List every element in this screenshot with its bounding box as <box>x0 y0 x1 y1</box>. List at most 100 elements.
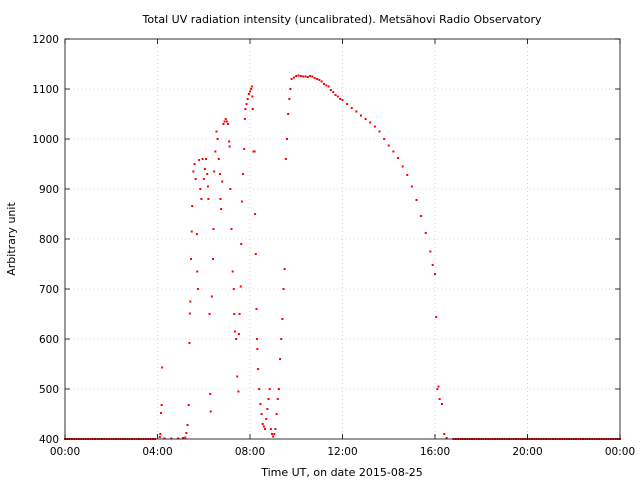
data-point <box>440 403 443 405</box>
data-point <box>431 264 434 266</box>
data-point <box>237 333 240 335</box>
data-point <box>295 75 298 77</box>
data-point <box>233 330 236 333</box>
y-tick-label: 1200 <box>32 34 59 46</box>
x-tick-label: 12:00 <box>327 446 357 458</box>
data-point <box>325 84 328 87</box>
data-point <box>251 95 254 98</box>
data-point <box>329 89 332 91</box>
x-axis-label: Time UT, on date 2015-08-25 <box>260 466 423 479</box>
data-point <box>199 188 202 190</box>
data-point <box>369 121 372 124</box>
data-point <box>283 268 286 270</box>
data-point <box>264 428 267 430</box>
data-point <box>424 232 427 234</box>
data-point <box>218 173 221 175</box>
data-point <box>206 185 209 188</box>
data-point <box>163 437 166 440</box>
data-point <box>240 200 243 203</box>
data-point <box>250 88 253 90</box>
data-point <box>355 110 358 113</box>
data-point <box>214 150 217 153</box>
y-axis-ticks: 400 500 600 700 800 900 1000 1100 1200 <box>32 34 620 446</box>
data-point <box>198 159 201 161</box>
data-point <box>209 410 212 413</box>
data-point <box>213 170 216 173</box>
data-point <box>290 78 293 80</box>
data-point <box>247 93 250 95</box>
data-point <box>276 398 279 400</box>
data-point <box>170 437 173 440</box>
data-point <box>268 388 271 390</box>
data-point <box>406 174 409 176</box>
y-tick-label: 500 <box>39 384 59 396</box>
x-axis-ticks: 00:00 04:00 08:00 12:00 16:00 20:00 00:00 <box>50 39 635 458</box>
data-point <box>269 428 272 430</box>
y-axis-label: Arbitrary unit <box>5 202 18 276</box>
data-point <box>266 408 269 410</box>
data-point <box>255 338 258 340</box>
data-point <box>161 366 164 369</box>
data-point <box>397 157 399 159</box>
data-point <box>258 388 261 390</box>
data-point <box>210 295 213 298</box>
data-point <box>256 348 259 350</box>
x-tick-label: 00:00 <box>605 446 635 458</box>
data-point <box>240 243 243 245</box>
data-point <box>275 413 278 415</box>
data-point <box>244 108 247 110</box>
data-point <box>245 103 248 105</box>
data-point <box>200 198 203 200</box>
data-point <box>212 258 214 260</box>
data-point <box>259 403 262 405</box>
data-point <box>443 433 446 435</box>
data-point <box>228 145 231 148</box>
data-point <box>192 170 195 173</box>
data-point <box>233 313 236 315</box>
data-point <box>194 178 197 180</box>
data-point <box>232 288 235 290</box>
data-point <box>201 158 204 160</box>
data-point <box>254 253 257 255</box>
data-point <box>193 163 196 165</box>
data-point <box>272 435 275 438</box>
data-point <box>246 98 249 100</box>
data-point <box>188 342 191 344</box>
data-point <box>445 437 448 439</box>
data-point <box>181 437 184 439</box>
data-point <box>243 118 246 120</box>
data-point <box>383 138 386 140</box>
data-point <box>251 108 254 110</box>
data-point <box>184 436 187 439</box>
data-point <box>257 368 260 370</box>
x-tick-label: 16:00 <box>420 446 450 458</box>
data-point <box>158 436 161 438</box>
x-tick-label: 08:00 <box>235 446 265 458</box>
data-point <box>420 215 423 217</box>
data-point <box>249 90 251 93</box>
data-point <box>250 85 253 88</box>
data-point <box>242 173 245 175</box>
data-point <box>237 390 240 393</box>
data-point <box>436 388 439 390</box>
data-point <box>410 185 413 188</box>
data-point <box>415 199 418 201</box>
data-point <box>364 118 367 120</box>
data-point <box>187 404 190 406</box>
data-point <box>434 273 436 275</box>
data-point <box>236 375 239 378</box>
grid-lines <box>65 39 620 439</box>
data-point <box>327 85 330 88</box>
data-point <box>254 213 257 215</box>
data-point <box>262 425 265 428</box>
data-point <box>360 114 362 117</box>
data-point <box>277 388 280 390</box>
data-point <box>346 103 349 105</box>
data-point <box>190 258 193 260</box>
data-point <box>336 95 339 98</box>
data-point <box>282 288 285 290</box>
data-point <box>160 404 163 406</box>
data-point <box>280 338 283 340</box>
data-point <box>387 144 390 147</box>
